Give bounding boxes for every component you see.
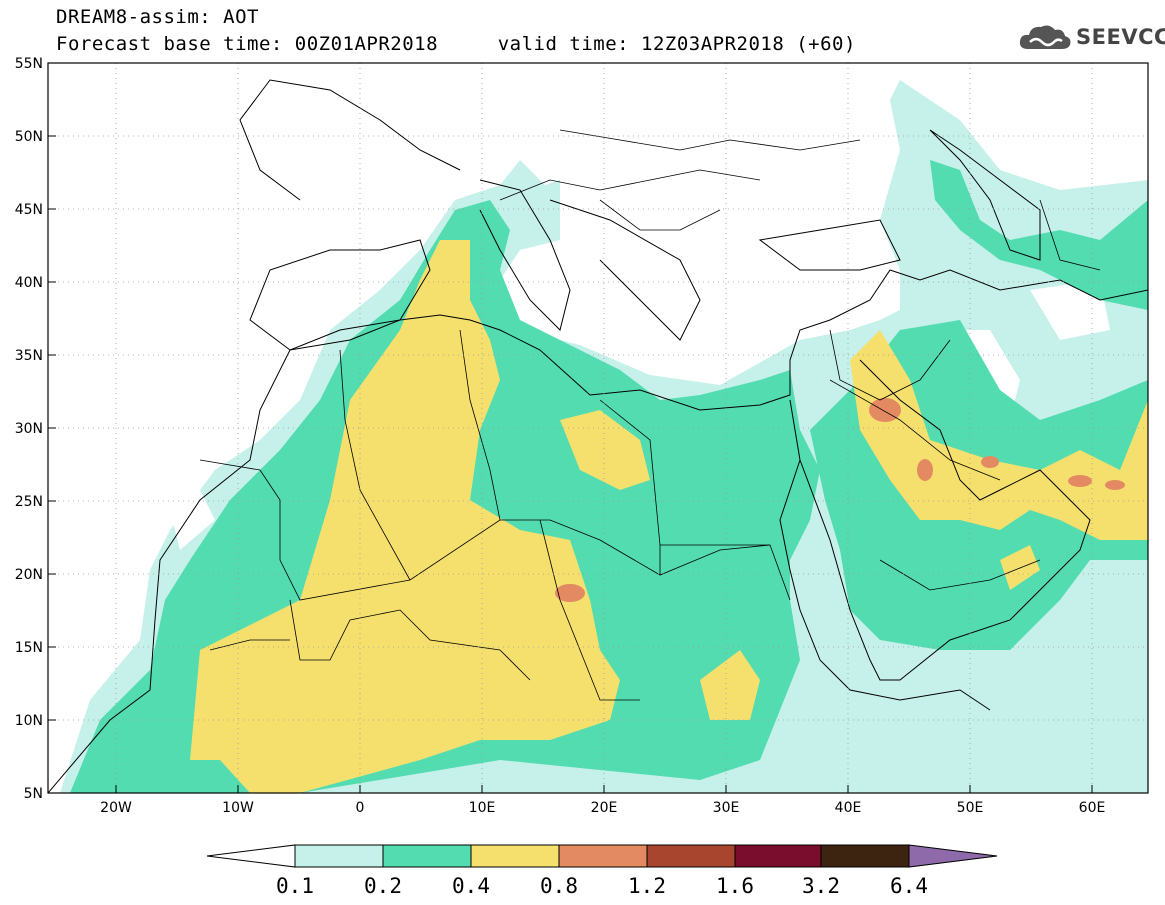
colorbar-label: 1.6 — [716, 874, 754, 898]
colorbar-swatch — [734, 844, 822, 868]
colorbar-label: 6.4 — [890, 874, 928, 898]
colorbar-swatch — [558, 844, 648, 868]
colorbar-label: 1.2 — [628, 874, 666, 898]
lon-label: 50E — [957, 800, 984, 816]
colorbar-swatch — [294, 844, 384, 868]
lat-label: 15N — [15, 640, 43, 656]
colorbar-swatch — [470, 844, 560, 868]
latitude-labels: 55N 50N 45N 40N 35N 30N 25N 20N 15N 10N … — [15, 56, 43, 802]
tick-marks — [48, 62, 1093, 794]
lat-label: 55N — [15, 56, 43, 72]
colorbar-label: 0.8 — [540, 874, 578, 898]
aot-peak-area — [981, 456, 999, 468]
aot-band-0.4 — [700, 650, 760, 720]
aot-band-0.4 — [190, 240, 620, 793]
lon-label: 30E — [713, 800, 740, 816]
colorbar-high-arrow — [908, 844, 998, 868]
longitude-labels: 20W 10W 0 10E 20E 30E 40E 50E 60E — [100, 800, 1105, 816]
lat-label: 20N — [15, 567, 43, 583]
lat-label: 50N — [15, 129, 43, 145]
lon-label: 10W — [222, 800, 254, 816]
lon-label: 20W — [100, 800, 132, 816]
cloud-icon — [1019, 25, 1071, 49]
lat-label: 10N — [15, 713, 43, 729]
lat-label: 30N — [15, 421, 43, 437]
forecast-times: Forecast base time: 00Z01APR2018 valid t… — [56, 33, 856, 55]
aot-band-0.4 — [850, 330, 1148, 540]
borders — [199, 129, 1101, 701]
aot-band-0.4 — [560, 410, 650, 490]
aot-peak-area — [555, 584, 585, 602]
lat-label: 25N — [15, 494, 43, 510]
lon-label: 10E — [469, 800, 496, 816]
colorbar-labels: 0.1 0.2 0.4 0.8 1.2 1.6 3.2 6.4 — [276, 874, 928, 898]
aot-peak-area — [869, 398, 901, 422]
colorbar-swatch — [646, 844, 736, 868]
colorbar — [206, 844, 998, 868]
colorbar-low-arrow — [206, 844, 296, 868]
colorbar-label: 3.2 — [802, 874, 840, 898]
colorbar-label: 0.2 — [364, 874, 402, 898]
colorbar-swatch — [382, 844, 472, 868]
lon-label: 60E — [1079, 800, 1106, 816]
lon-label: 0 — [356, 800, 365, 816]
aot-low-area — [170, 490, 215, 550]
aot-peak-area — [1105, 480, 1125, 490]
lon-label: 40E — [835, 800, 862, 816]
colorbar-swatch — [820, 844, 910, 868]
map-title: DREAM8-assim: AOT — [56, 6, 259, 28]
lat-label: 35N — [15, 348, 43, 364]
lat-label: 5N — [24, 786, 43, 802]
seevccc-logo: SEEVCCC — [1018, 22, 1165, 52]
lon-label: 20E — [591, 800, 618, 816]
lat-label: 40N — [15, 275, 43, 291]
lat-label: 45N — [15, 202, 43, 218]
aot-band-0.4 — [1000, 545, 1040, 590]
colorbar-label: 0.1 — [276, 874, 314, 898]
aot-shading — [48, 79, 1148, 793]
aot-band-0.2 — [930, 160, 1148, 310]
aot-peak-area — [1068, 475, 1092, 487]
colorbar-label: 0.4 — [452, 874, 490, 898]
aot-peak-area — [917, 459, 933, 481]
graticule — [48, 63, 1148, 793]
logo-text: SEEVCCC — [1076, 25, 1165, 49]
